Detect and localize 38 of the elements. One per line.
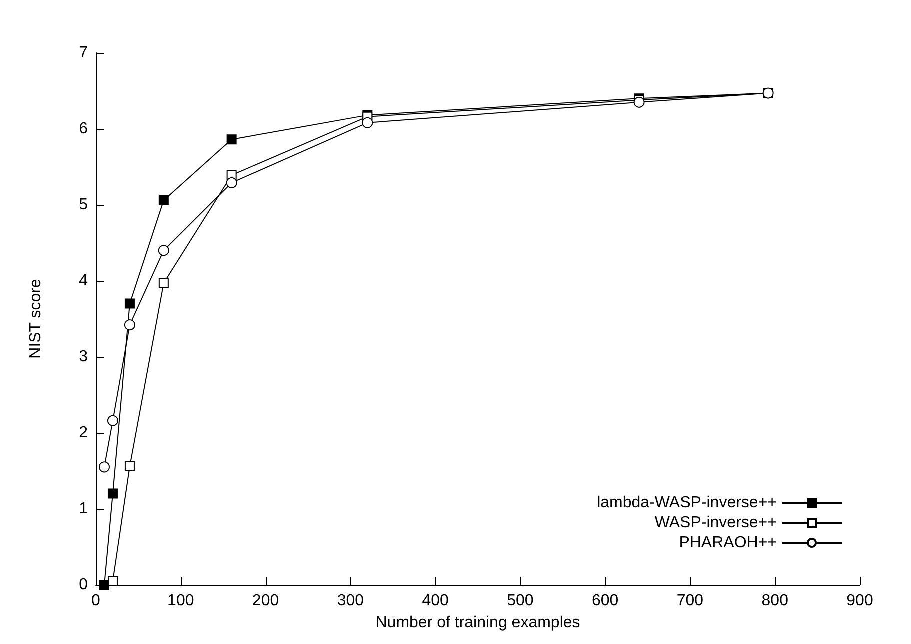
point xyxy=(107,415,118,426)
legend-label: WASP-inverse++ xyxy=(654,514,777,532)
point xyxy=(99,462,110,473)
x-axis-title: Number of training examples xyxy=(376,614,580,632)
x-tick-label: 400 xyxy=(422,592,449,610)
point xyxy=(99,580,110,590)
point xyxy=(226,134,237,145)
point xyxy=(124,320,136,331)
point xyxy=(124,461,135,472)
y-tick-label: 6 xyxy=(79,120,88,138)
point xyxy=(108,488,118,499)
y-axis-title: NIST score xyxy=(28,279,44,359)
x-tick-label: 500 xyxy=(507,592,534,610)
point xyxy=(108,576,118,586)
point xyxy=(124,298,135,309)
y-tick-label: 0 xyxy=(79,576,88,594)
point xyxy=(226,177,238,188)
x-tick-label: 900 xyxy=(846,592,874,610)
x-tick-label: 600 xyxy=(592,592,619,610)
x-tick-label: 800 xyxy=(762,592,789,610)
legend-label: lambda-WASP-inverse++ xyxy=(597,494,777,512)
y-tick-label: 7 xyxy=(79,44,88,62)
y-tick-label: 2 xyxy=(79,424,88,442)
x-tick-label: 300 xyxy=(337,592,364,610)
x-tick-label: 700 xyxy=(676,592,704,610)
x-tick-label: 100 xyxy=(168,592,194,610)
point xyxy=(158,245,170,256)
y-tick-label: 5 xyxy=(79,196,88,214)
legend-label: PHARAOH++ xyxy=(679,534,777,552)
y-tick-label: 4 xyxy=(79,272,88,290)
y-tick-label: 1 xyxy=(79,500,88,518)
point xyxy=(158,195,169,206)
x-tick-label: 200 xyxy=(252,592,280,610)
x-tick-label: 0 xyxy=(92,592,101,610)
point xyxy=(362,117,374,128)
y-tick-label: 3 xyxy=(79,348,88,366)
point xyxy=(634,96,645,108)
point xyxy=(158,278,169,288)
